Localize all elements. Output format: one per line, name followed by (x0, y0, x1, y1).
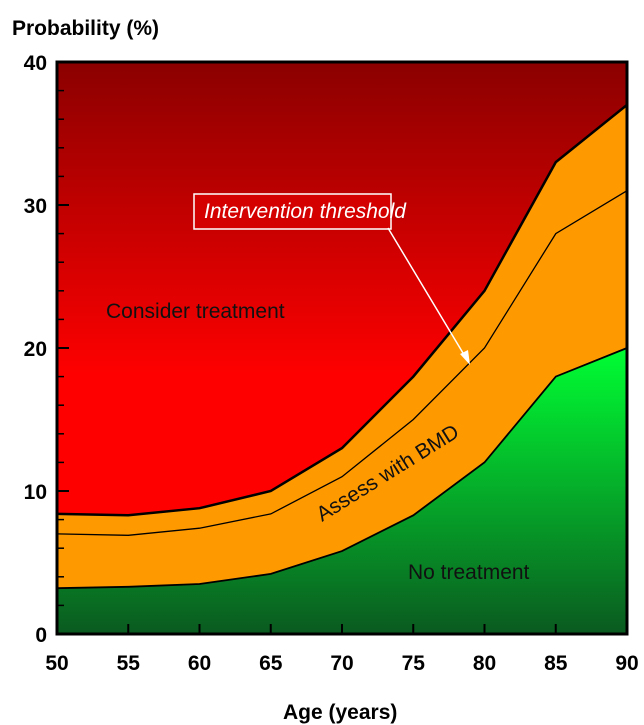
x-tick-label: 60 (188, 652, 211, 675)
callout-arrowhead (460, 350, 470, 365)
x-tick-label: 65 (259, 652, 283, 675)
x-axis-label: Age (years) (283, 701, 397, 724)
upper-assessment-line (56, 103, 628, 517)
x-tick-label: 50 (45, 652, 68, 675)
y-tick-label: 0 (35, 624, 47, 647)
y-tick-label: 30 (24, 195, 47, 218)
no-treatment-label: No treatment (408, 561, 530, 584)
intervention-callout: Intervention threshold (193, 193, 470, 365)
x-tick-label: 85 (544, 652, 568, 675)
callout-text: Intervention threshold (204, 200, 407, 223)
x-tick-label: 70 (330, 652, 353, 675)
x-tick-label: 80 (473, 652, 496, 675)
lower-assessment-line (56, 347, 628, 590)
y-tick-label: 10 (24, 481, 47, 504)
y-tick-label: 20 (24, 338, 47, 361)
no-treatment-area (57, 348, 627, 634)
y-tick-label: 40 (24, 52, 47, 75)
x-tick-label: 55 (117, 652, 141, 675)
intervention-threshold-line (56, 190, 628, 536)
x-tick-label: 90 (615, 652, 638, 675)
plot-frame (55, 60, 629, 636)
y-axis-label: Probability (%) (12, 17, 159, 40)
consider-treatment-label: Consider treatment (106, 300, 285, 323)
x-tick-labels: 50 55 60 65 70 75 80 85 90 (45, 652, 638, 675)
x-tick-label: 75 (402, 652, 426, 675)
callout-box (193, 193, 392, 230)
callout-arrow-line (387, 227, 467, 359)
y-tick-labels: 0 10 20 30 40 (24, 52, 47, 647)
